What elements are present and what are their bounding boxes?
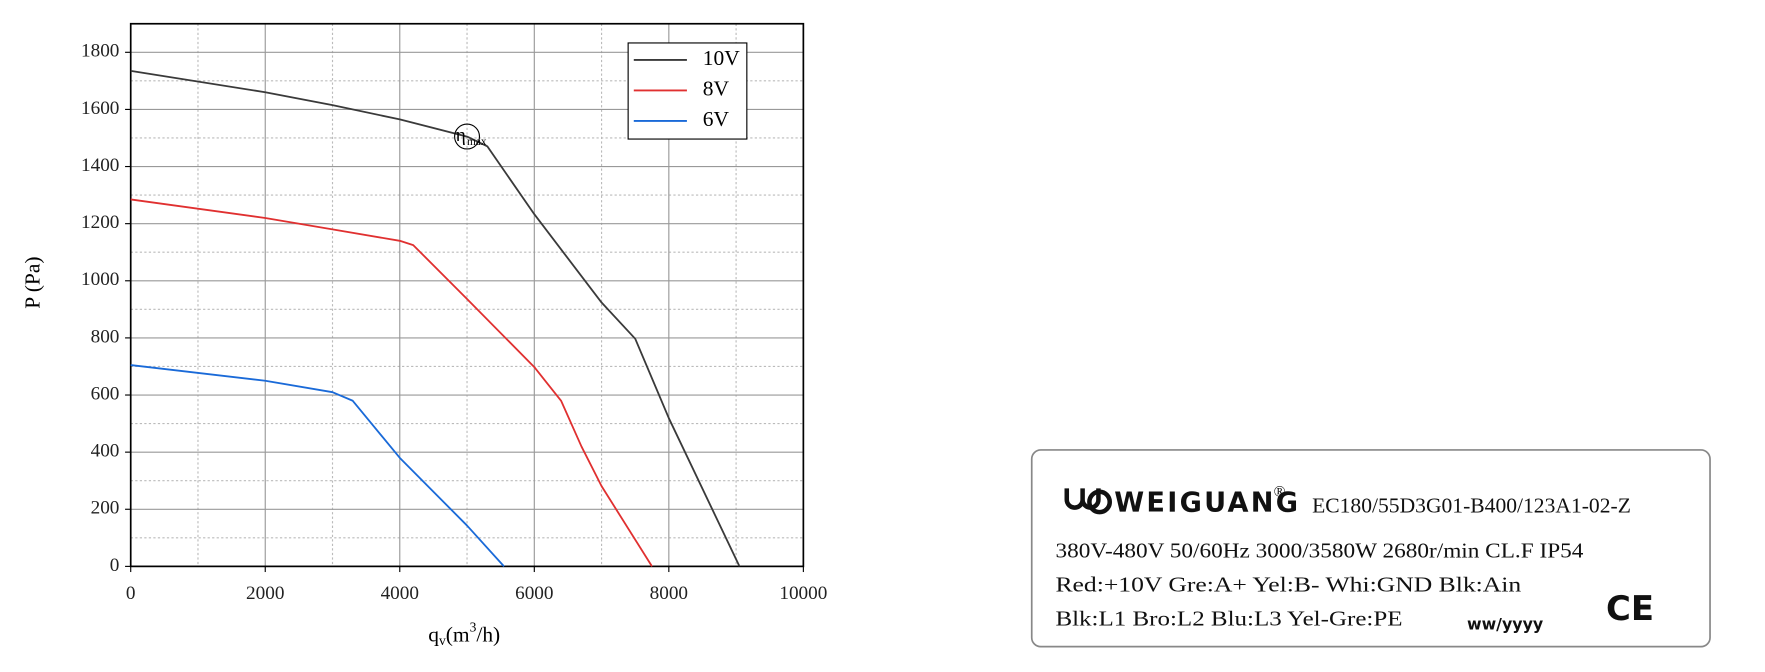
nameplate: WEIGUANG ® EC180/55D3G01-B400/123A1-02-Z… — [1030, 449, 1711, 648]
x-tick-label: 8000 — [650, 583, 688, 604]
legend-label: 8V — [703, 76, 730, 100]
series-line — [130, 69, 741, 567]
brand-logo — [1064, 488, 1112, 515]
plate-line: 380V-480V 50/60Hz 3000/3580W 2680r/min C… — [1055, 539, 1583, 563]
series-line — [130, 198, 653, 567]
x-tick-label: 2000 — [246, 583, 284, 604]
y-tick-label: 0 — [110, 555, 120, 576]
x-label-sub: v — [439, 633, 446, 648]
plate-line: Blk:L1 Bro:L2 Blu:L3 Yel-Gre:PE — [1055, 607, 1402, 631]
x-tick-label: 10000 — [779, 583, 827, 604]
annotation-sub: max — [467, 136, 487, 148]
annotation-text: η — [456, 125, 466, 146]
registered: ® — [1274, 484, 1286, 501]
x-axis-label: qv(m3/h) — [428, 620, 500, 649]
annotation-circle — [454, 123, 481, 150]
y-tick-label: 800 — [91, 326, 120, 347]
plot: 0 200 400 600 800 1000 1200 1400 1600 1800 0 2000 40… — [81, 22, 827, 604]
series-line — [130, 364, 505, 567]
plate-line: Red:+10V Gre:A+ Yel:B- Whi:GND Blk:Ain — [1055, 573, 1521, 597]
x-label-unit-end: /h) — [476, 622, 500, 646]
y-tick-label: 1800 — [81, 41, 119, 62]
y-tick-label: 400 — [91, 441, 120, 462]
x-tick-label: 0 — [126, 583, 136, 604]
y-tick-label: 1000 — [81, 269, 119, 290]
y-tick-label: 1400 — [81, 155, 119, 176]
ce-mark: CE — [1606, 589, 1654, 628]
legend-label: 6V — [703, 107, 730, 131]
y-axis-label: P (Pa) — [21, 256, 45, 308]
x-label-sup: 3 — [470, 620, 477, 635]
x-label-base: q — [428, 622, 439, 646]
x-tick-label: 4000 — [381, 583, 419, 604]
y-tick-label: 1200 — [81, 212, 119, 233]
legend-label: 10V — [703, 46, 740, 70]
x-tick-label: 6000 — [515, 583, 553, 604]
plate-border — [1030, 449, 1711, 648]
plot-frame — [129, 22, 805, 568]
y-tick-label: 200 — [91, 498, 120, 519]
y-tick-label: 600 — [91, 383, 120, 404]
brand: WEIGUANG — [1114, 488, 1300, 519]
model: EC180/55D3G01-B400/123A1-02-Z — [1312, 494, 1631, 518]
x-label-unit: (m — [446, 622, 470, 646]
date-code: ww/yyyy — [1467, 615, 1544, 634]
y-tick-label: 1600 — [81, 98, 119, 119]
